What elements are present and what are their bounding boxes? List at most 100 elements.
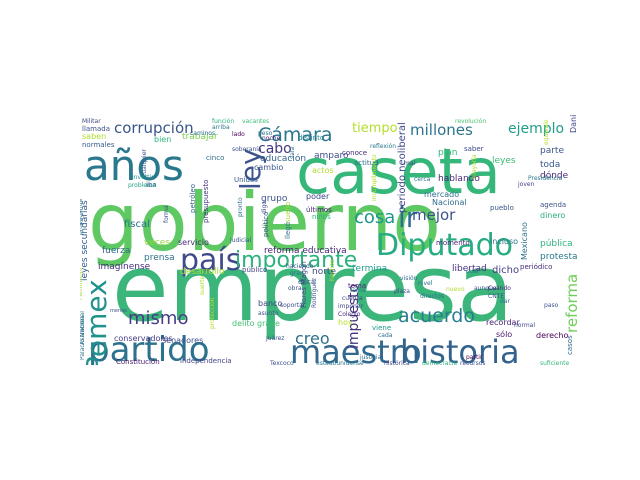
word-hoy: hoy — [338, 318, 353, 327]
word-pemex: Pemex — [80, 279, 113, 365]
word-saber: saber — [464, 145, 484, 153]
word-historica: histórica — [384, 360, 410, 365]
word-pueblo: pueblo — [490, 204, 514, 212]
word-gran: gran — [290, 270, 304, 277]
word-cosa: cosa — [354, 207, 395, 228]
word-unidos: Unidos — [234, 176, 258, 184]
word-propaganda: propaganda — [80, 199, 84, 235]
word-incluso: incluso — [490, 237, 518, 246]
word-actitud: actitud — [354, 159, 378, 167]
word-prensa: prensa — [144, 253, 175, 263]
word-toda: toda — [540, 160, 560, 170]
word-momento: momento — [436, 239, 470, 247]
word-termina: termina — [352, 264, 387, 274]
word-cada: cada — [378, 332, 393, 339]
word-llamada: llamada — [82, 125, 110, 133]
word-nacional: Nacional — [432, 198, 467, 207]
word-partido: partido — [88, 330, 210, 365]
word-pronto: pronto — [237, 197, 244, 217]
word-presupuesto: presupuesto — [202, 180, 210, 223]
word-millones: millones — [410, 121, 473, 139]
word-suficiente: suficiente — [540, 360, 570, 365]
word-dar: dar — [500, 298, 510, 305]
word-problema: problema — [128, 182, 157, 189]
word-sueno: sueño — [284, 202, 292, 223]
word-cualquier: cualquier — [141, 149, 148, 177]
word-forma: forma — [163, 205, 170, 223]
word-periodico: periódico — [520, 263, 552, 271]
word-obra: obra — [288, 285, 302, 292]
word-recursos: recursos — [460, 360, 486, 365]
word-mercado: mercado — [424, 190, 459, 199]
word-conservadores: conservadores — [114, 334, 173, 343]
word-daniel-cabrera: Daniel Cabrera — [569, 115, 578, 133]
word-directos: directos — [420, 293, 444, 300]
word-equivale: equivale — [543, 119, 550, 145]
word-fiscal: fiscal — [124, 219, 150, 230]
word-diputado: Diputado — [376, 228, 513, 263]
word-gobierno: gobierno — [88, 176, 441, 269]
word-dinero: dinero — [540, 211, 565, 220]
word-impuesto: impuesto — [346, 284, 362, 349]
word-ley: ley — [234, 148, 267, 190]
word-palacio-nacional: Palacio Nacional — [80, 311, 86, 360]
word-periodo-neoliberal: periodo neoliberal — [397, 122, 408, 213]
word-publico: público — [242, 266, 267, 274]
word-estadounidense: estadounidense — [316, 360, 364, 365]
word-cnte: CNTE — [488, 293, 504, 300]
word-veces: veces — [144, 238, 170, 248]
word-reforma-educativa: reforma educativa — [264, 246, 347, 256]
word-importante: importante — [235, 248, 357, 273]
word-sala: sala — [289, 147, 296, 159]
word-ninos: niños — [312, 213, 331, 221]
word-noche: noche — [262, 135, 281, 142]
word-juarez: Juárez — [265, 335, 284, 342]
word-dicho: dicho — [492, 265, 519, 276]
word-joven: joven — [517, 181, 535, 188]
word-cambio: cambio — [254, 163, 283, 172]
word-nivel: nivel — [418, 280, 433, 287]
word-arriba: arriba — [212, 124, 230, 131]
word-llego: llegó — [284, 222, 292, 239]
word-historia: historia — [400, 333, 520, 365]
word-paso: paso — [544, 302, 559, 309]
word-vision: visión — [400, 275, 418, 282]
word-cinco: cinco — [206, 154, 224, 162]
word-bien: bien — [154, 135, 171, 144]
word-etica: ética — [298, 278, 315, 286]
word-suerte: suerte — [199, 276, 206, 295]
word-delito-grave: delito grave — [232, 319, 280, 328]
word-corrupcion: corrupción — [114, 119, 194, 137]
word-hechos: hechos — [329, 260, 336, 281]
word-recordar: recordar — [486, 318, 520, 327]
word-empresa: empresa — [112, 235, 513, 342]
word-constitucion: Constitución — [116, 358, 160, 365]
word-caseta: caseta — [296, 135, 501, 208]
word-servicio: servicio — [178, 238, 209, 247]
word-imponer: imponer — [338, 303, 363, 310]
word-acuerdo: acuerdo — [398, 305, 475, 327]
word-partir: partir — [466, 354, 483, 361]
word-mismo: mismo — [128, 308, 188, 329]
word-democracia: democracia — [422, 360, 457, 365]
word-asunto: asunto — [258, 310, 279, 317]
word-maestro: maestro — [290, 333, 422, 365]
word-cerca: cerca — [414, 176, 431, 183]
word-poder: poder — [306, 192, 330, 201]
word-amparo: amparo — [314, 151, 349, 161]
word-mayoria: mayoría — [471, 154, 478, 179]
word-iba: iba — [146, 181, 157, 189]
word-libertad: libertad — [452, 264, 487, 274]
word-cual: cuál — [466, 268, 479, 275]
word-desarrollo: desarrollo — [180, 267, 225, 277]
word-ejemplo: ejemplo — [508, 121, 564, 137]
word-toma: toma — [348, 282, 366, 290]
word-digo: digo — [261, 201, 268, 214]
word-funcion: función — [212, 118, 234, 125]
word-creo: creo — [295, 329, 330, 348]
word-militar: Militar — [82, 118, 101, 125]
word-cuenta: cuenta — [342, 295, 363, 302]
word-nuevo: nuevo — [446, 286, 465, 293]
word-leyes-secundarias: leyes secundarias — [80, 200, 90, 281]
